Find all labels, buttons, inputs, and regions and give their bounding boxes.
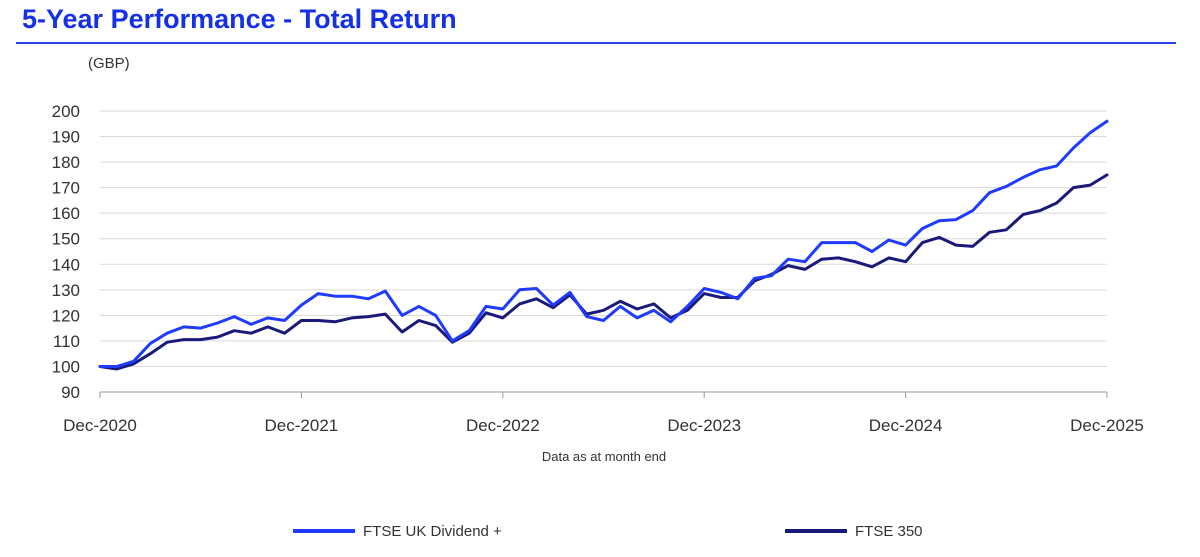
x-axis-note: Data as at month end [541, 449, 667, 464]
title-divider [16, 42, 1176, 44]
legend-item-ftse-uk-dividend-plus: FTSE UK Dividend + [293, 520, 502, 542]
x-tick-label: Dec-2022 [466, 416, 540, 435]
legend-label: FTSE UK Dividend + [363, 522, 502, 540]
y-tick-label: 200 [52, 102, 80, 121]
series-line-ftse-350 [98, 173, 1109, 371]
y-axis-unit-label: (GBP) [88, 55, 130, 72]
gridlines [100, 110, 1107, 393]
x-tick-label: Dec-2020 [63, 416, 137, 435]
y-tick-label: 110 [53, 332, 80, 351]
legend-label: FTSE 350 [855, 522, 923, 540]
y-tick-label: 90 [61, 383, 80, 402]
legend-item-ftse-350: FTSE 350 [785, 520, 923, 542]
y-tick-label: 140 [52, 255, 80, 274]
x-tick-label: Dec-2024 [869, 416, 943, 435]
y-tick-label: 190 [52, 128, 80, 147]
legend-swatch-ftse-uk-dividend-plus [293, 529, 355, 533]
y-tick-label: 170 [52, 179, 80, 198]
x-axis [99, 391, 1108, 398]
y-axis-tick-labels: 90 100 110 120 130 140 150 160 170 180 190 200 [52, 102, 80, 402]
y-tick-label: 160 [52, 204, 80, 223]
series-lines [98, 119, 1109, 371]
series-line-ftse-uk-dividend-plus [98, 119, 1109, 368]
x-tick-label: Dec-2021 [265, 416, 339, 435]
y-tick-label: 180 [52, 153, 80, 172]
y-tick-label: 100 [52, 357, 80, 376]
y-tick-label: 130 [52, 281, 80, 300]
legend-swatch-ftse-350 [785, 529, 847, 533]
y-tick-label: 150 [52, 230, 80, 249]
x-axis-tick-labels: Dec-2020 Dec-2021 Dec-2022 Dec-2023 Dec-2024… [63, 416, 1144, 435]
x-tick-label: Dec-2025 [1070, 416, 1144, 435]
x-tick-label: Dec-2023 [667, 416, 741, 435]
y-tick-label: 120 [52, 306, 80, 325]
page-title: 5-Year Performance - Total Return [22, 4, 457, 34]
